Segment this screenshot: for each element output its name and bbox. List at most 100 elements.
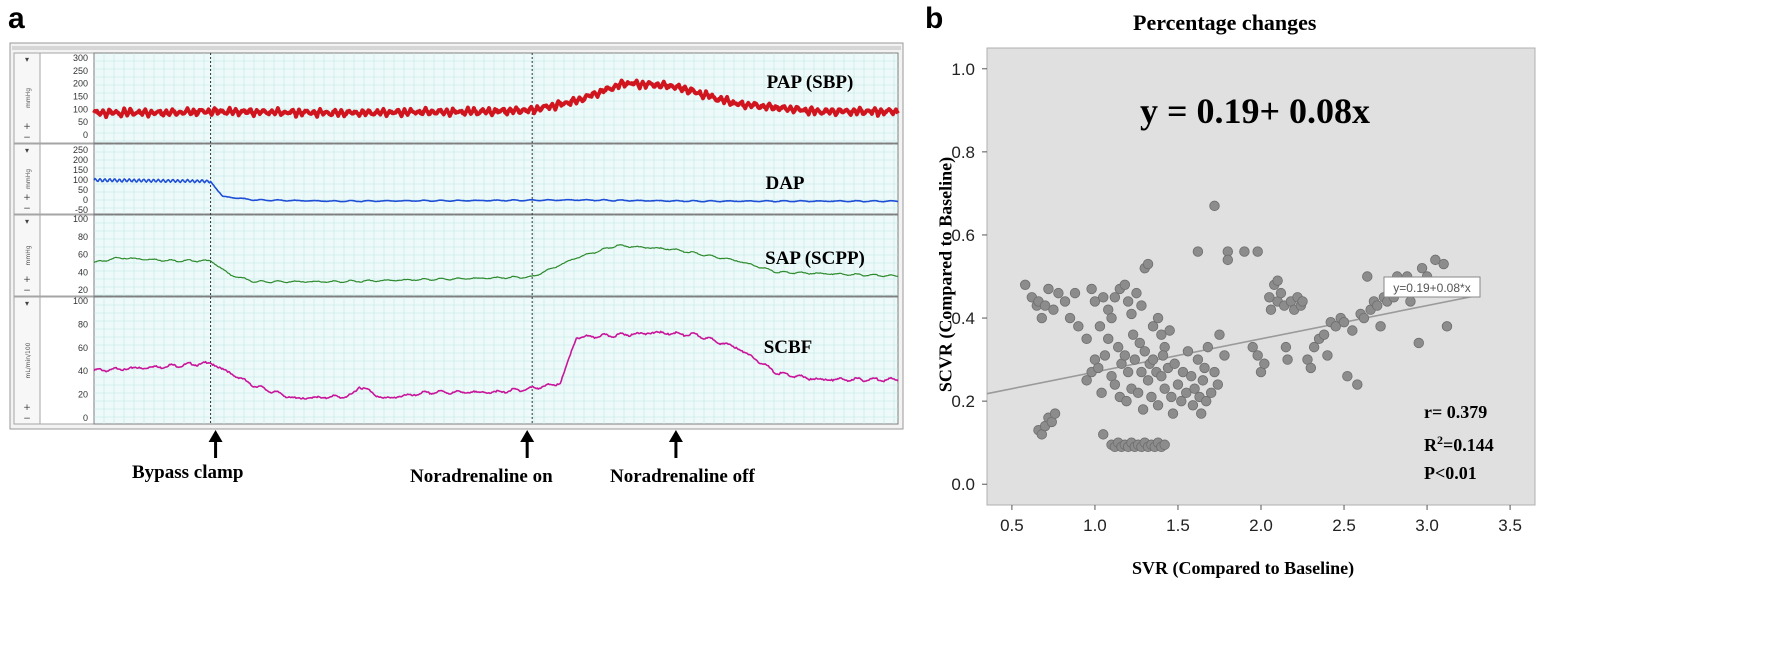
scatter-point [1159, 383, 1170, 394]
scatter-point [1098, 292, 1109, 303]
y-tick-label: 1.0 [951, 60, 975, 79]
scatter-point [1441, 321, 1453, 332]
channel-scale-area [39, 296, 95, 425]
scatter-point [1358, 312, 1370, 324]
channel-plus-icon: + [23, 122, 31, 132]
channel-minus-icon: − [23, 204, 31, 214]
scatter-point [1322, 350, 1333, 361]
scatter-point [1036, 312, 1048, 324]
scatter-point [1059, 296, 1071, 307]
channel-unit-label: mmHg [25, 169, 32, 189]
scatter-point [1209, 366, 1220, 378]
channel-unit-label: mmHg [25, 88, 32, 108]
scatter-point [1136, 300, 1147, 311]
regression-equation: y = 0.19+ 0.08x [1140, 91, 1371, 131]
channel-tick-label: 80 [78, 319, 88, 329]
scatter-point [1212, 379, 1224, 390]
channel-tick-label: 100 [73, 104, 88, 114]
channel-tick-label: 0 [83, 130, 88, 140]
scatter-point [1192, 354, 1204, 365]
channel-scale-area [39, 52, 95, 144]
y-tick-label: 0.8 [951, 143, 975, 162]
scatter-point [1209, 200, 1220, 212]
scatter-point [1167, 408, 1179, 419]
scatter-point [1106, 312, 1117, 324]
channel-tick-label: 250 [73, 145, 88, 155]
scatter-point [1159, 341, 1170, 353]
stats-block: r= 0.379 R2=0.144 P<0.01 [1424, 398, 1494, 487]
channel-down-icon: ▾ [25, 217, 29, 226]
stat-r2: R2=0.144 [1424, 433, 1494, 455]
scatter-point [1189, 383, 1200, 394]
channel-plus-icon: + [23, 403, 31, 413]
scatter-chart: 0.5 1.0 1.5 2.0 2.5 3.0 3.50.00.20.40.60.81.0 … [951, 47, 1536, 535]
channel-tick-label: 40 [78, 366, 88, 376]
scatter-point [1049, 408, 1061, 419]
scatter-point [1430, 254, 1441, 266]
scatter-point [1093, 362, 1104, 374]
scatter-point [1342, 371, 1353, 382]
scatter-point [1186, 371, 1197, 382]
scatter-axis-ticks: 0.5 1.0 1.5 2.0 2.5 3.0 3.5 0.0 0.2 0.4 0.6 0.8 1.0 [951, 60, 1522, 535]
channel-tick-label: 20 [78, 390, 88, 400]
scatter-point [1214, 329, 1225, 340]
scatter-point [1137, 404, 1149, 415]
scatter-point [1122, 296, 1134, 307]
scatter-point [1176, 395, 1187, 407]
arrow-head [520, 430, 535, 442]
scatter-point [1156, 371, 1167, 382]
marker-label-bypass-clamp: Bypass clamp [132, 462, 244, 483]
channel-control-strip [13, 143, 41, 215]
channel-minus-icon: − [23, 414, 31, 424]
channel-control-strip [13, 52, 41, 144]
scatter-point [1127, 329, 1139, 340]
y-axis-title: SCVR (Compared to Baseline) [935, 156, 956, 393]
scatter-point [1169, 358, 1180, 369]
channel-tick-label: 50 [78, 117, 88, 127]
scatter-point [1330, 321, 1341, 332]
stat-p: P<0.01 [1424, 463, 1477, 483]
x-tick-label: 2.5 [1332, 516, 1356, 535]
channel-control-strip [13, 214, 41, 297]
x-tick-label: 2.0 [1249, 516, 1273, 535]
scatter-point [1196, 408, 1207, 419]
channel-tick-label: 50 [78, 185, 88, 195]
channel-tick-label: 20 [78, 285, 88, 295]
channel-tick-label: 200 [73, 79, 88, 89]
channel-name-label: PAP (SBP) [767, 72, 854, 93]
scatter-point [1308, 341, 1320, 353]
scatter-point [1318, 329, 1330, 340]
scatter-point [1099, 350, 1111, 361]
scatter-point [1131, 287, 1142, 299]
scatter-point [1199, 362, 1210, 374]
trace-pap-sbp [92, 78, 900, 120]
scatter-title: Percentage changes [1133, 10, 1317, 35]
scatter-point [1081, 333, 1092, 345]
scatter-point [1202, 341, 1214, 353]
channel-down-icon: ▾ [25, 299, 29, 308]
scatter-point [1132, 387, 1144, 399]
channel-tick-label: 0 [83, 413, 88, 423]
channel-tick-label: 0 [83, 195, 88, 205]
channel-tick-label: 150 [73, 92, 88, 102]
channel-tick-label: 200 [73, 155, 88, 165]
scatter-point [1126, 308, 1137, 320]
scatter-point [1109, 379, 1121, 390]
x-tick-label: 1.5 [1166, 516, 1190, 535]
scatter-point [1039, 300, 1051, 311]
channel-scale-area [39, 143, 95, 215]
scatter-point [1119, 279, 1131, 291]
scatter-point [1142, 258, 1154, 270]
scatter-point [1096, 387, 1107, 399]
trace-dap [93, 177, 899, 203]
recording-grid [94, 53, 898, 424]
scatter-point [1121, 395, 1132, 407]
scatter-point [1205, 387, 1217, 399]
scatter-point [1043, 283, 1054, 295]
scatter-point [1139, 346, 1150, 357]
scatter-point [1275, 287, 1287, 299]
scatter-point [1264, 292, 1275, 303]
scatter-point [1172, 379, 1184, 390]
scatter-point [1142, 375, 1154, 386]
